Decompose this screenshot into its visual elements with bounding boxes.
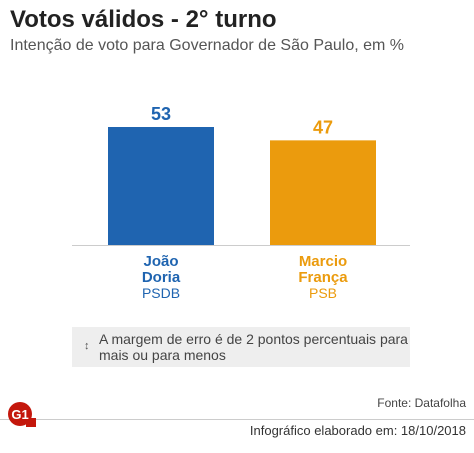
category-label-0-line-1: Doria xyxy=(142,269,181,286)
category-label-1-line-0: Marcio xyxy=(299,253,347,270)
category-label-0-line-0: João xyxy=(143,253,178,270)
footer-divider xyxy=(0,419,474,420)
party-label-0: PSDB xyxy=(142,285,180,301)
chart-title: Votos válidos - 2° turno xyxy=(10,6,277,33)
category-label-1-line-1: França xyxy=(298,269,348,286)
error-margin-note: ↕ A margem de erro é de 2 pontos percent… xyxy=(72,327,410,367)
error-margin-text: A margem de erro é de 2 pontos percentua… xyxy=(99,331,408,363)
bar-value-label-1: 47 xyxy=(313,117,333,137)
bar-value-label-0: 53 xyxy=(151,104,171,124)
source-label: Fonte: Datafolha xyxy=(377,396,466,410)
bar-1 xyxy=(270,140,376,245)
svg-text:G1: G1 xyxy=(11,407,28,422)
bar-0 xyxy=(108,127,214,245)
chart-subtitle: Intenção de voto para Governador de São … xyxy=(10,37,405,54)
g1-logo: G1 xyxy=(8,402,36,427)
up-down-arrow-icon: ↕ xyxy=(84,340,90,352)
party-label-1: PSB xyxy=(309,285,337,301)
infographic-credit: Infográfico elaborado em: 18/10/2018 xyxy=(249,423,466,438)
